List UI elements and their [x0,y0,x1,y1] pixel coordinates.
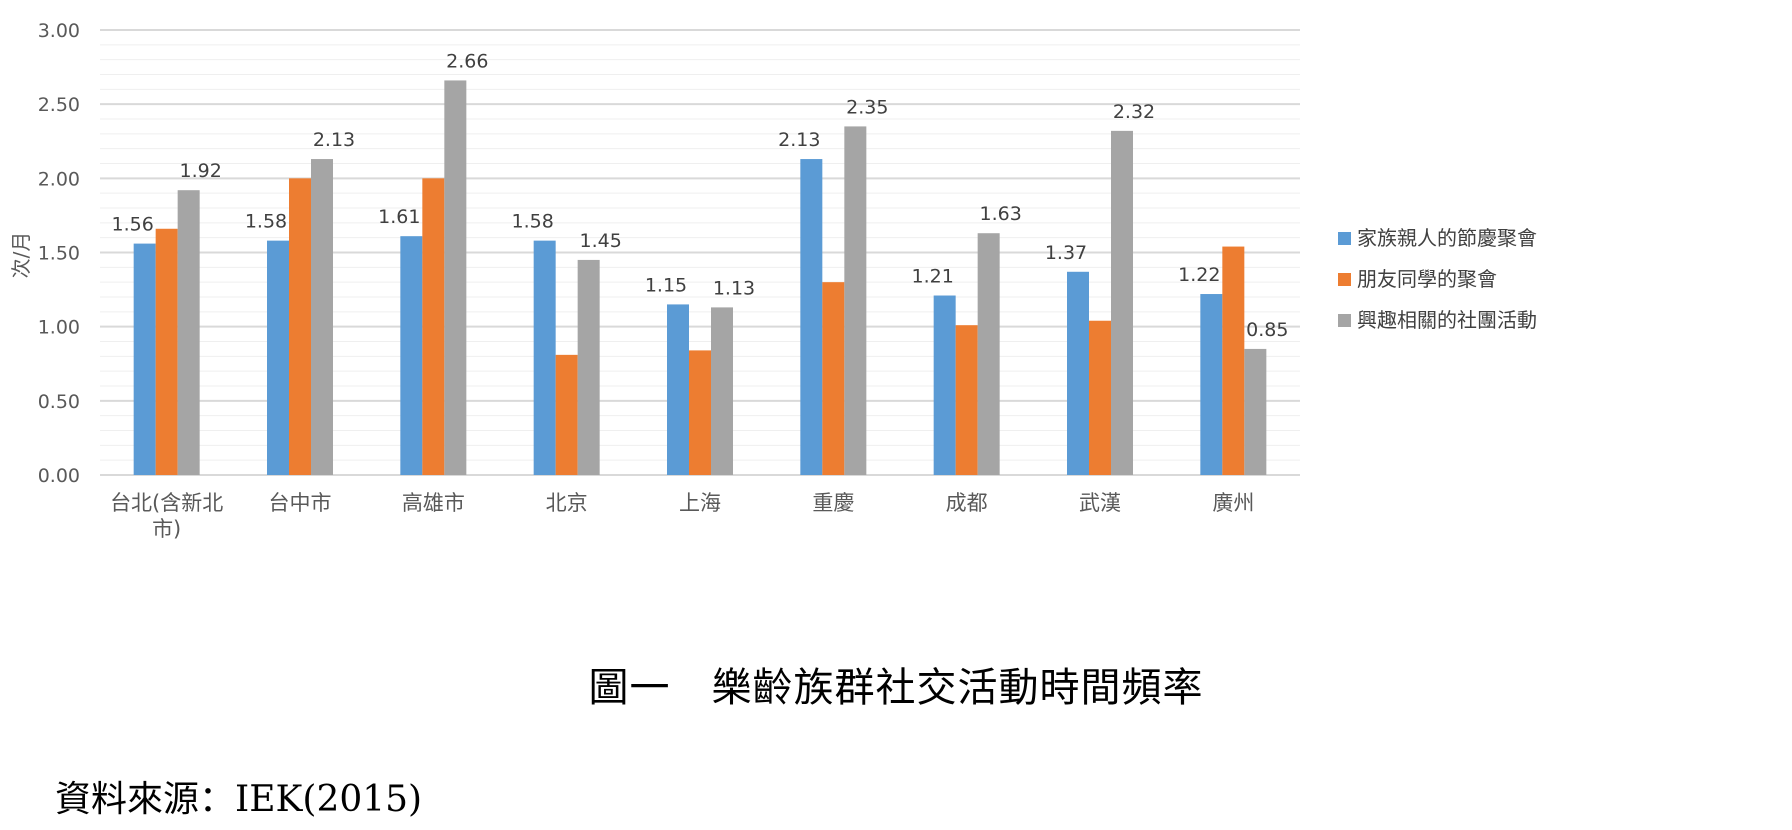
data-label: 1.15 [645,274,687,296]
bar [977,233,1000,475]
bar [955,325,978,475]
y-tick-label: 2.50 [38,94,80,116]
source-note: 資料來源：IEK(2015) [55,779,423,820]
data-label: 2.32 [1113,101,1155,123]
bar [444,80,467,475]
x-category-label: 市) [152,517,181,541]
figure-caption: 圖一 樂齡族群社交活動時間頻率 [588,665,1204,711]
bar [311,159,333,476]
data-label: 2.13 [778,129,820,151]
bar [933,295,956,475]
data-label: 1.56 [112,214,154,236]
legend-swatch [1338,273,1351,286]
x-category-label: 台中市 [269,491,332,515]
data-label: 1.37 [1045,242,1087,264]
data-labels: 1.56 1.92 1.58 2.13 1.61 2.66 1.58 1.45 1.15 1.13… [112,50,1289,340]
legend-label: 朋友同學的聚會 [1357,267,1497,291]
x-category-label: 廣州 [1212,491,1254,515]
bar [289,178,311,476]
bar [577,259,600,475]
x-category-label: 台北(含新北 [110,491,223,515]
bar [822,282,845,475]
bar [1067,271,1089,475]
data-label: 1.61 [378,206,420,228]
y-tick-label: 1.50 [38,243,80,265]
data-label: 1.92 [180,160,222,182]
bar [422,178,445,476]
y-tick-label: 2.00 [38,168,80,190]
bar [555,354,578,475]
data-label: 1.22 [1178,264,1220,286]
bar [1222,246,1245,475]
legend-swatch [1338,232,1351,245]
bar [1111,130,1133,475]
bar [1089,320,1111,475]
legend-label: 家族親人的節慶聚會 [1357,226,1537,250]
y-tick-label: 3.00 [38,20,80,42]
bar [1200,294,1223,475]
bar [267,240,289,475]
bar [400,236,423,475]
bar [177,190,200,475]
x-category-label: 上海 [679,491,721,515]
x-category-label: 重慶 [812,491,854,515]
bar [800,159,823,476]
y-tick-label: 0.50 [38,391,80,413]
data-label: 1.21 [912,266,954,288]
bar-chart: 0.000.501.001.502.002.503.00 1.561.921.5… [9,20,1537,541]
x-category-label: 成都 [946,491,988,515]
bars [133,80,1267,476]
y-tick-label: 1.00 [38,317,80,339]
data-label: 2.13 [313,129,355,151]
data-label: 2.66 [446,50,488,72]
data-label: 0.85 [1246,319,1288,341]
bar [155,228,178,475]
bar [711,307,733,475]
bar [844,126,867,476]
data-label: 1.58 [245,211,287,233]
y-axis-title: 次/月 [9,232,33,279]
x-category-label: 高雄市 [402,491,465,515]
y-tick-label: 0.00 [38,465,80,487]
data-label: 1.63 [980,203,1022,225]
bar [533,240,556,475]
data-label: 1.45 [580,230,622,252]
bar [689,350,711,475]
bar [133,243,156,475]
data-label: 1.58 [512,211,554,233]
y-axis-ticks: 0.00 0.50 1.00 1.50 2.00 2.50 3.00 [38,20,80,487]
bar [667,304,689,475]
data-label: 1.13 [713,277,755,299]
data-label: 2.35 [846,96,888,118]
legend-swatch [1338,314,1351,327]
x-category-label: 武漢 [1079,491,1121,515]
x-category-label: 北京 [546,491,588,515]
bar [1244,348,1267,475]
legend-label: 興趣相關的社團活動 [1357,308,1537,332]
